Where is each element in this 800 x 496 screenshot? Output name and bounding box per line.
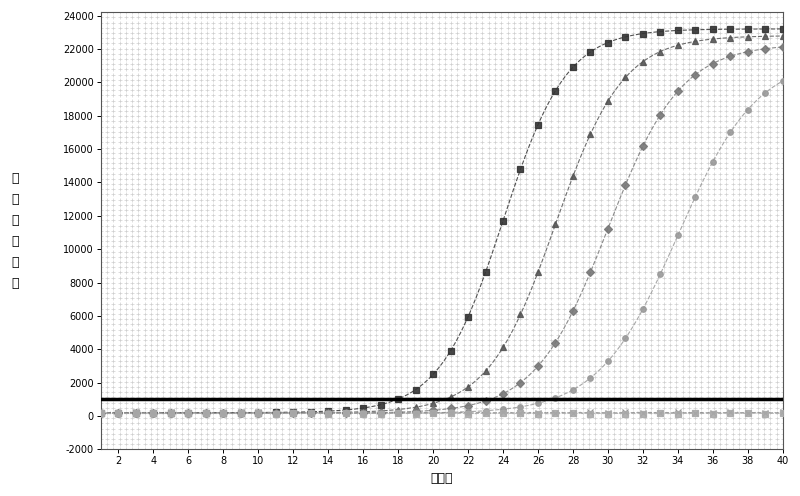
X-axis label: 循环数: 循环数 [430,472,453,485]
Y-axis label: 相
对
荧
光
强
度: 相 对 荧 光 强 度 [11,172,18,290]
